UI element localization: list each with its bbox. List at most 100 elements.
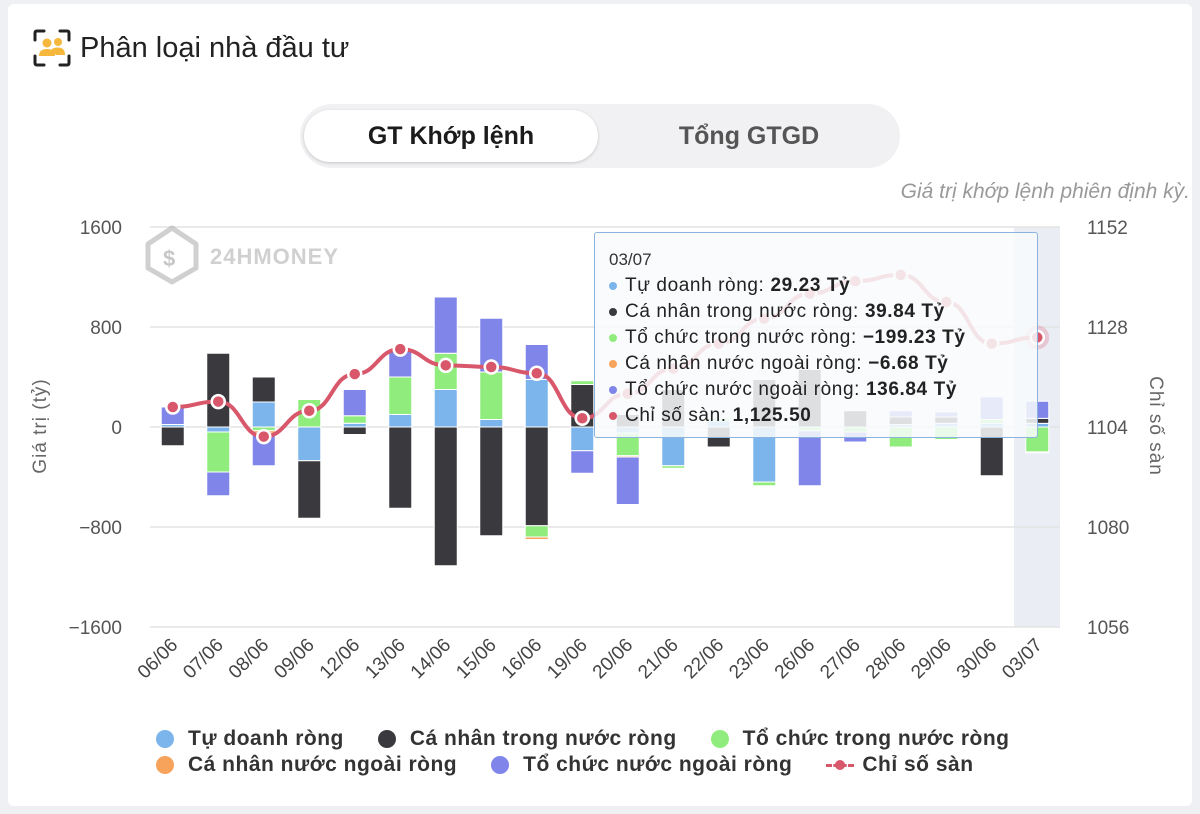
tooltip-dot — [609, 386, 617, 394]
index-point[interactable] — [256, 428, 272, 445]
bar-segment[interactable] — [160, 426, 185, 447]
bar-segment[interactable] — [433, 296, 458, 354]
y2-tick-label: 1152 — [1087, 218, 1128, 239]
index-point[interactable] — [301, 403, 317, 419]
legend-item-index[interactable]: Chỉ số sàn — [826, 753, 973, 777]
x-tick-label: 19/06 — [543, 635, 591, 683]
bar-segment[interactable] — [797, 430, 822, 487]
bar-segment[interactable] — [752, 481, 777, 487]
x-tick-label: 14/06 — [407, 635, 455, 683]
bar-segment[interactable] — [251, 401, 276, 428]
tooltip-row: Tổ chức trong nước ròng: −199.23 Tỷ — [609, 325, 966, 351]
x-tick-label: 20/06 — [589, 635, 637, 683]
y-axis-title: Giá trị (tỷ) — [30, 378, 51, 473]
x-tick-label: 13/06 — [361, 635, 409, 683]
legend-label: Tổ chức trong nước ròng — [742, 727, 1010, 750]
tooltip-dot — [609, 308, 617, 316]
tooltip-label: Chỉ số sàn: — [625, 405, 727, 426]
bar-segment[interactable] — [433, 389, 458, 428]
bar-segment[interactable] — [342, 422, 367, 428]
x-tick-label: 28/06 — [862, 635, 910, 683]
bar-segment[interactable] — [388, 414, 413, 428]
legend-item-foreign-individual[interactable]: Cá nhân nước ngoài ròng — [156, 753, 457, 777]
bar-segment[interactable] — [206, 431, 231, 473]
chart-legend: Tự doanh ròng Cá nhân trong nước ròng Tổ… — [156, 726, 1156, 778]
y-tick-label: −1600 — [69, 618, 122, 639]
x-tick-label: 27/06 — [816, 635, 864, 683]
bar-segment[interactable] — [206, 426, 231, 433]
bar-segment[interactable] — [342, 415, 367, 424]
bar-segment[interactable] — [297, 460, 322, 519]
bar-segment[interactable] — [388, 376, 413, 415]
bar-segment[interactable] — [479, 371, 504, 420]
bar-segment[interactable] — [524, 379, 549, 428]
tooltip-label: Cá nhân trong nước ròng: — [625, 301, 859, 322]
bar-segment[interactable] — [479, 419, 504, 428]
bar-segment[interactable] — [615, 456, 640, 505]
legend-dot — [156, 730, 174, 748]
y2-tick-label: 1104 — [1087, 418, 1128, 439]
legend-dot — [491, 756, 510, 774]
bar-segment[interactable] — [251, 376, 276, 403]
bar-segment[interactable] — [206, 352, 231, 428]
bar-segment[interactable] — [342, 389, 367, 417]
bar-segment[interactable] — [570, 426, 595, 452]
bar-segment[interactable] — [524, 536, 549, 540]
tab-total-value[interactable]: Tổng GTGD — [678, 122, 820, 150]
bar-segment[interactable] — [570, 450, 595, 474]
index-point[interactable] — [529, 365, 545, 381]
legend-label: Cá nhân nước ngoài ròng — [188, 753, 458, 776]
chart-tooltip: 03/07 Tự doanh ròng: 29.23 Tỷ Cá nhân tro… — [594, 232, 1038, 438]
investor-group-icon — [33, 29, 71, 67]
bar-segment[interactable] — [433, 426, 458, 567]
bar-segment[interactable] — [1025, 451, 1050, 454]
legend-dot — [156, 756, 174, 774]
legend-item-domestic-institution[interactable]: Tổ chức trong nước ròng — [710, 727, 1010, 751]
index-point[interactable] — [483, 359, 499, 375]
x-tick-label: 03/07 — [998, 635, 1046, 683]
x-tick-label: 07/06 — [179, 635, 227, 683]
watermark-logo: $ 24HMONEY — [145, 225, 339, 285]
tooltip-dot — [609, 334, 617, 342]
legend-label: Cá nhân trong nước ròng — [409, 727, 677, 750]
index-point[interactable] — [438, 357, 454, 374]
bar-segment[interactable] — [570, 380, 595, 385]
tooltip-row: Cá nhân trong nước ròng: 39.84 Tỷ — [609, 299, 945, 325]
bar-segment[interactable] — [388, 426, 413, 509]
bar-segment[interactable] — [524, 426, 549, 527]
y2-tick-label: 1128 — [1087, 318, 1128, 339]
tooltip-label: Tổ chức trong nước ròng: — [625, 327, 857, 348]
index-point[interactable] — [210, 393, 226, 410]
tooltip-value: −6.68 Tỷ — [868, 353, 949, 374]
x-tick-label: 23/06 — [725, 635, 773, 683]
bar-segment[interactable] — [342, 426, 367, 435]
y-tick-label: 800 — [90, 318, 122, 339]
legend-item-foreign-institution[interactable]: Tổ chức nước ngoài ròng — [491, 753, 792, 777]
index-point[interactable] — [392, 341, 408, 357]
tooltip-row: Tự doanh ròng: 29.23 Tỷ — [609, 273, 850, 299]
x-tick-label: 26/06 — [771, 635, 819, 683]
bar-segment[interactable] — [524, 525, 549, 538]
tab-matched-value[interactable]: GT Khớp lệnh — [304, 110, 598, 162]
tooltip-row: Cá nhân nước ngoài ròng: −6.68 Tỷ — [609, 351, 948, 377]
bar-segment[interactable] — [206, 471, 231, 497]
legend-item-proprietary[interactable]: Tự doanh ròng — [156, 727, 344, 751]
index-point[interactable] — [165, 399, 181, 415]
tooltip-row: Tổ chức nước ngoài ròng: 136.84 Tỷ — [609, 377, 957, 403]
watermark-text: 24HMONEY — [210, 244, 339, 269]
x-tick-label: 30/06 — [953, 635, 1001, 683]
index-point[interactable] — [347, 366, 363, 382]
legend-label: Tự doanh ròng — [188, 727, 344, 750]
bar-segment[interactable] — [479, 426, 504, 537]
tooltip-dot — [609, 360, 617, 368]
svg-text:$: $ — [163, 246, 175, 271]
legend-dot — [377, 730, 396, 748]
legend-item-domestic-individual[interactable]: Cá nhân trong nước ròng — [377, 727, 677, 751]
y2-tick-label: 1080 — [1087, 518, 1129, 539]
index-point[interactable] — [574, 410, 590, 426]
tooltip-value: −199.23 Tỷ — [862, 327, 966, 348]
legend-line-marker — [826, 756, 855, 774]
bar-segment[interactable] — [297, 426, 322, 462]
bar-segment[interactable] — [661, 465, 686, 469]
tooltip-dot — [609, 282, 617, 290]
